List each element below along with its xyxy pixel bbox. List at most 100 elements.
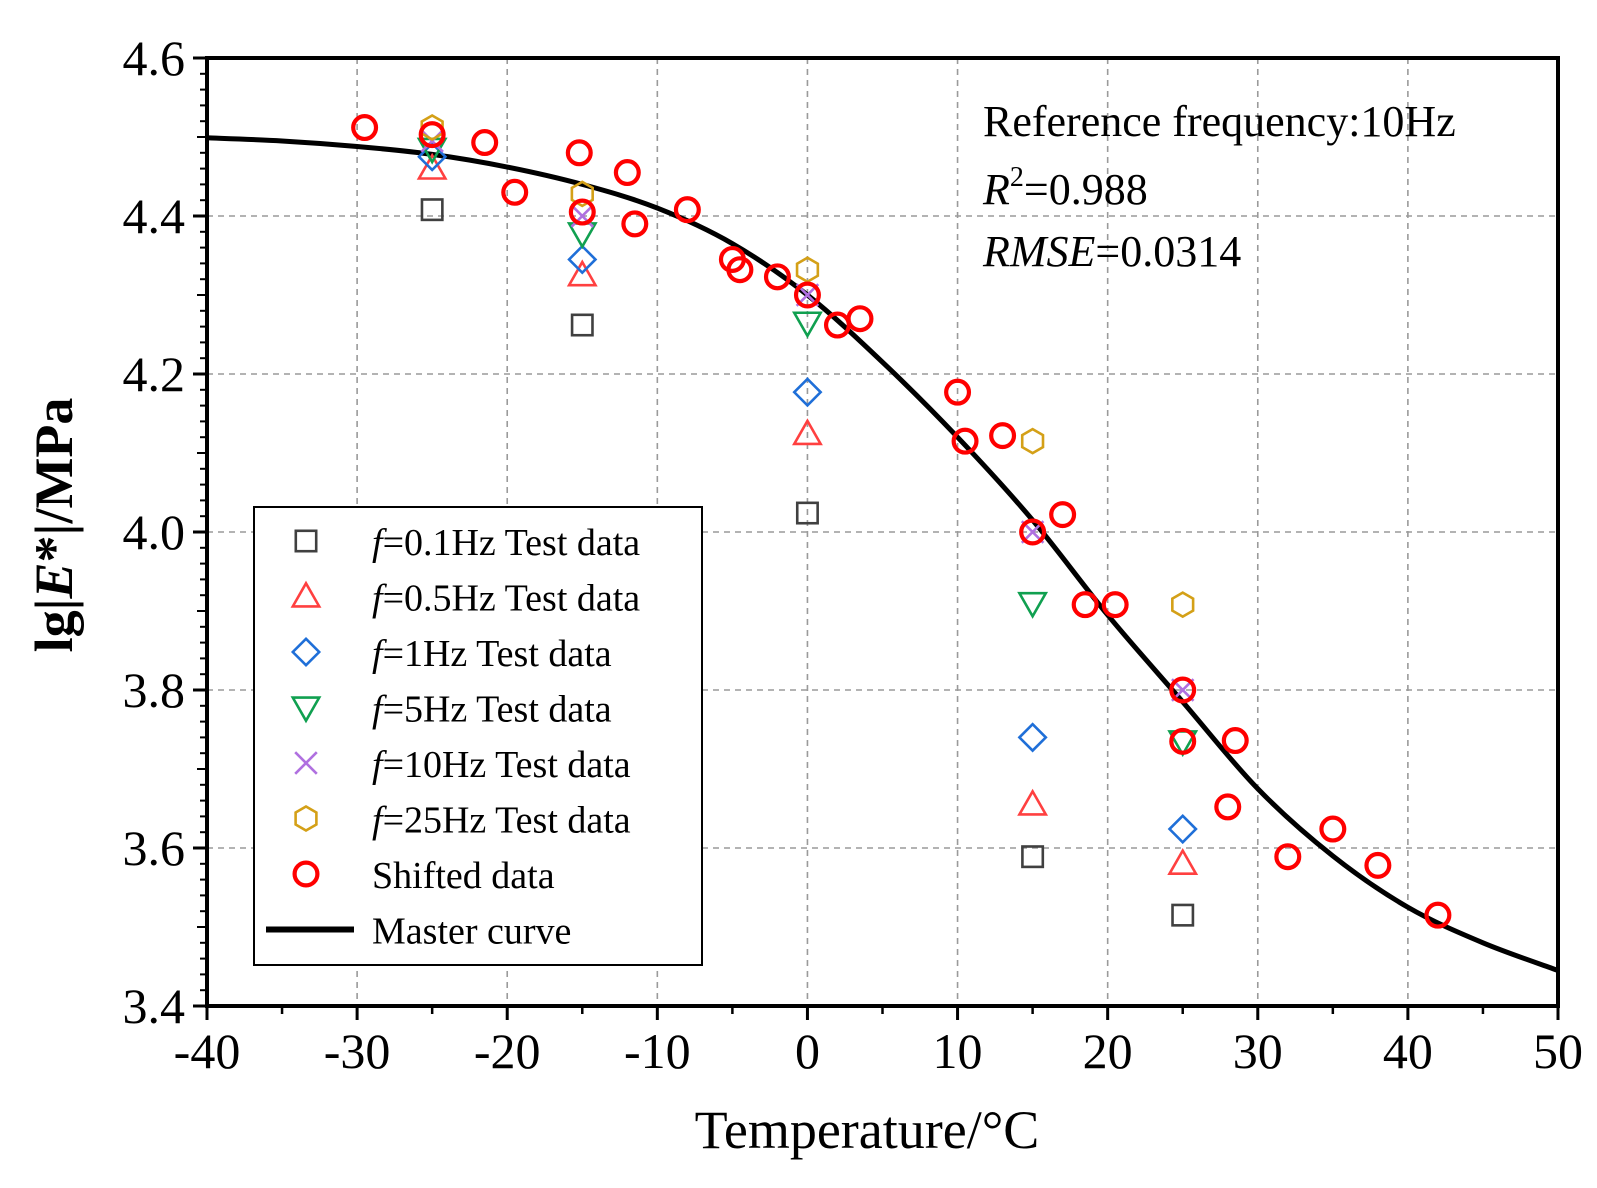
x-axis-title: Temperature/°C [695,1100,1040,1160]
legend-label: Shifted data [372,855,555,897]
legend-box [253,506,703,966]
y-tick-label: 3.6 [123,820,186,876]
shifted-data-point [951,427,979,455]
shifted-data-point [613,159,641,187]
legend-label-text: Shifted data [372,855,555,897]
shifted-data-point [1019,518,1047,546]
legend-label: f=25Hz Test data [372,800,631,842]
legend-label-text: =5Hz Test data [383,689,612,731]
series-square [420,198,1195,927]
y-axis-title-symbol: E [24,562,84,599]
x-tick-label: 0 [795,1023,820,1079]
legend-entry: f=25Hz Test data [294,800,631,842]
shifted-data-point [1049,501,1077,529]
cross-point [294,751,318,775]
shifted-data-point [763,263,791,291]
shifted-data-point [1424,901,1452,929]
x-tick-label: 10 [933,1023,983,1079]
legend-label: f=0.5Hz Test data [372,578,640,620]
shifted-data-point [565,139,593,167]
square-point [1171,903,1195,927]
x-tick-label: 20 [1083,1023,1133,1079]
legend-label-text: =0.5Hz Test data [383,578,641,620]
shifted-data-point [1221,727,1249,755]
y-axis-title-suffix: *|/MPa [24,398,84,563]
triangle-down-point [1017,591,1049,619]
r-squared-label: R [982,165,1010,214]
x-tick-label: 30 [1233,1023,1283,1079]
shifted-data-point [292,860,320,888]
square-point [420,198,444,222]
legend-label: f=10Hz Test data [372,744,631,786]
legend-entry: f=10Hz Test data [294,744,631,786]
legend-label: f=1Hz Test data [372,633,612,675]
legend-label-text: Master curve [372,911,571,953]
legend-entry: f=0.1Hz Test data [294,522,640,564]
shifted-data-point [418,121,446,149]
r-squared-superscript: 2 [1010,162,1024,193]
shifted-data-point [1169,676,1197,704]
tick-labels: -40 -30 -20 -10 0 10 20 30 40 50 3.4 3.6 3.8 4.0 4.2 4.… [123,30,1584,1079]
square-point [294,529,318,553]
legend-label-text: =25Hz Test data [383,800,631,842]
diamond-point [567,244,598,275]
x-tick-label: -40 [174,1023,241,1079]
legend-label-text: =1Hz Test data [383,633,612,675]
square-point [1021,845,1045,869]
rmse-text: RMSE=0.0314 [982,227,1241,276]
hexagon-point [1171,591,1195,619]
triangle-up-point [1017,788,1049,816]
x-tick-label: -20 [474,1023,541,1079]
triangle-down-point [792,311,823,339]
series-circle [351,114,1452,929]
fit-annotations: Reference frequency:10Hz R2=0.988 RMSE=0… [982,97,1456,276]
x-tick-label: 40 [1383,1023,1433,1079]
triangle-up-point [290,580,322,608]
legend-entry: f=1Hz Test data [290,633,612,675]
shifted-data-point [1319,815,1347,843]
triangle-up-point [416,152,448,180]
triangle-down-point [290,696,322,724]
diamond-point [792,377,823,408]
legend-label: f=5Hz Test data [372,689,612,731]
diamond-point [290,636,322,668]
y-tick-label: 3.8 [123,662,186,718]
legend-label: f=0.1Hz Test data [372,522,640,564]
shifted-data-point [1364,851,1392,879]
legend-label-text: =10Hz Test data [383,744,631,786]
x-tick-label: 50 [1533,1023,1583,1079]
shifted-data-point [1169,727,1197,755]
shifted-data-point [1071,591,1099,619]
y-tick-label: 4.2 [123,346,186,402]
shifted-data-point [568,198,596,226]
series-diamond [417,141,1198,845]
square-point [570,313,594,337]
rmse-value: =0.0314 [1095,227,1241,276]
x-tick-label: -10 [624,1023,691,1079]
legend-label-text: =0.1Hz Test data [383,522,641,564]
shifted-data-point [351,114,379,142]
axis-ticks [193,56,1560,1020]
master-curve-line [206,135,1559,973]
hexagon-point [294,804,318,833]
reference-frequency-text: Reference frequency:10Hz [983,97,1456,146]
y-axis-title-prefix: lg| [24,598,84,652]
shifted-data-point [1101,591,1129,619]
series-triangle-up [416,152,1199,876]
diamond-point [1167,814,1198,845]
triangle-up-point [792,418,823,446]
master-curve-layer [206,135,1559,973]
y-tick-label: 4.0 [123,504,186,560]
legend-entry: Master curve [266,911,571,953]
shifted-data-point [673,196,701,224]
triangle-up-point [566,259,598,287]
legend-entry: Shifted data [292,855,555,897]
shifted-data-point [846,305,874,333]
shifted-data-point [1214,793,1242,821]
square-point [795,501,819,525]
rmse-label: RMSE [982,227,1096,276]
hexagon-point [420,114,444,142]
x-tick-label: -30 [324,1023,391,1079]
triangle-up-point [1167,847,1199,876]
y-tick-label: 3.4 [123,978,186,1034]
